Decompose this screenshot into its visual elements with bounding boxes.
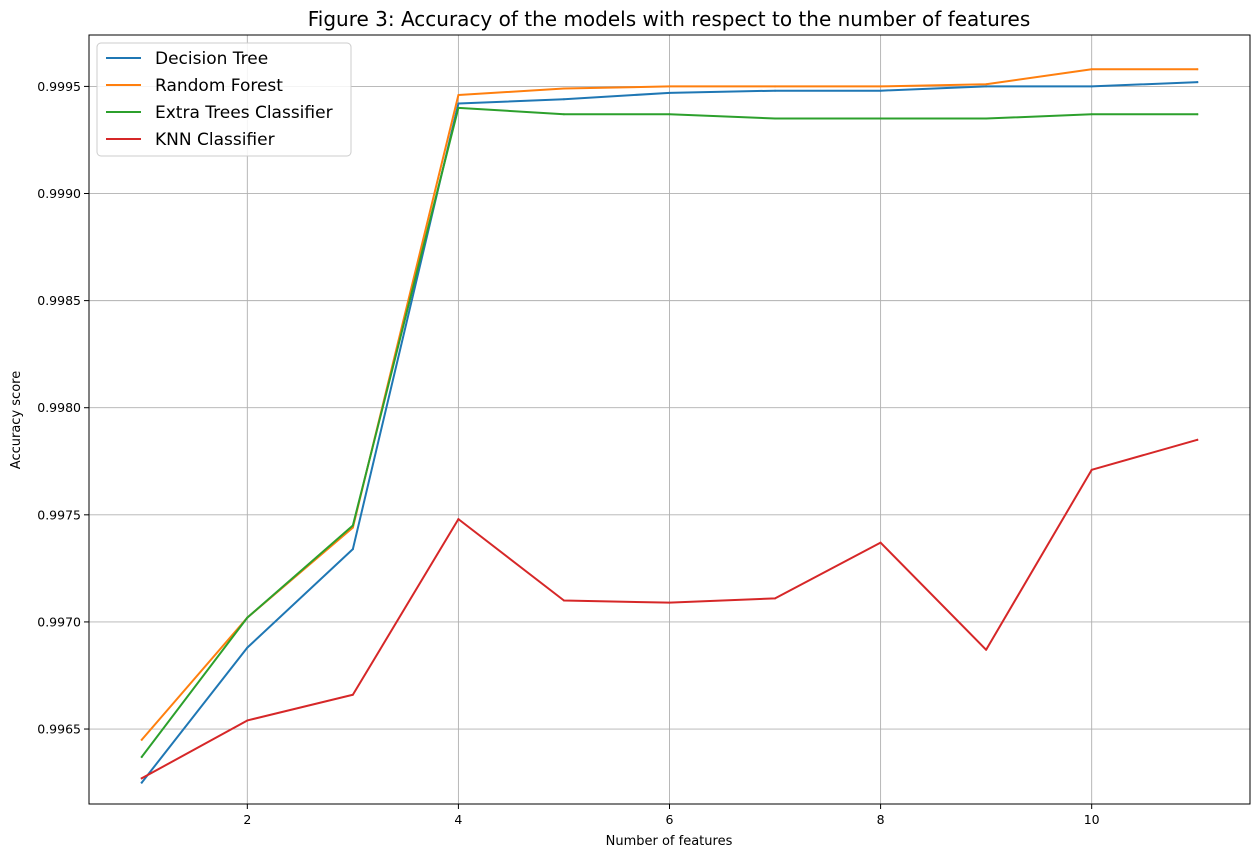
random-forest-point [879,85,882,88]
knn-classifier-point [562,599,565,602]
decision-tree-point [985,85,988,88]
decision-tree-point [562,98,565,101]
extra-trees-classifier-point [351,524,354,527]
random-forest-point [457,93,460,96]
knn-classifier-point [351,693,354,696]
knn-classifier-point [774,597,777,600]
extra-trees-classifier-point [562,113,565,116]
random-forest-point [562,87,565,90]
extra-trees-classifier-point [774,117,777,120]
legend-box [96,42,352,157]
x-axis-ticks: 2 4 6 8 10 [243,804,1100,827]
chart-title: Figure 3: Accuracy of the models with re… [308,7,1031,31]
random-forest-legend-label: Random Forest [155,76,283,96]
extra-trees-classifier-point [246,616,249,619]
knn-classifier-legend-label: KNN Classifier [155,130,275,150]
decision-tree-point [1090,85,1093,88]
y-tick-label: 0.9980 [37,400,81,415]
decision-tree-point [879,89,882,92]
knn-classifier-point [1090,468,1093,471]
extra-trees-classifier-point [457,106,460,109]
x-tick-label: 2 [243,812,251,827]
knn-classifier-point [668,601,671,604]
decision-tree-point [351,548,354,551]
decision-tree-legend-label: Decision Tree [155,49,268,69]
knn-classifier-point [985,648,988,651]
extra-trees-classifier-point [1196,113,1199,116]
random-forest-point [985,83,988,86]
decision-tree-point [774,89,777,92]
extra-trees-classifier-legend-label: Extra Trees Classifier [155,103,333,123]
decision-tree-point [457,102,460,105]
extra-trees-classifier-point [879,117,882,120]
random-forest-point [1090,68,1093,71]
x-tick-label: 10 [1084,812,1100,827]
knn-classifier-point [879,541,882,544]
extra-trees-classifier-point [668,113,671,116]
x-tick-label: 8 [877,812,885,827]
knn-classifier-point [140,777,143,780]
y-tick-label: 0.9975 [37,507,81,522]
y-tick-label: 0.9970 [37,614,81,629]
y-tick-label: 0.9990 [37,186,81,201]
knn-classifier-point [1196,438,1199,441]
y-axis-ticks: 0.9965 0.9970 0.9975 0.9980 0.9985 0.9990 0.99… [37,79,89,737]
extra-trees-classifier-point [985,117,988,120]
legend: Decision Tree Random Forest Extra Trees Cl… [96,42,352,157]
extra-trees-classifier-point [1090,113,1093,116]
y-tick-label: 0.9995 [37,79,81,94]
y-tick-label: 0.9965 [37,722,81,737]
series-lines [140,68,1199,784]
y-axis-label: Accuracy score [9,371,24,469]
x-tick-label: 4 [454,812,462,827]
decision-tree-point [1196,81,1199,84]
random-forest-point [140,738,143,741]
decision-tree-point [668,91,671,94]
x-tick-label: 6 [666,812,674,827]
y-tick-label: 0.9985 [37,293,81,308]
random-forest-point [1196,68,1199,71]
random-forest-point [774,85,777,88]
knn-classifier-point [457,518,460,521]
decision-tree-point [140,781,143,784]
extra-trees-classifier-point [140,755,143,758]
random-forest-point [668,85,671,88]
x-axis-label: Number of features [606,834,733,849]
decision-tree-point [246,646,249,649]
knn-classifier-point [246,719,249,722]
